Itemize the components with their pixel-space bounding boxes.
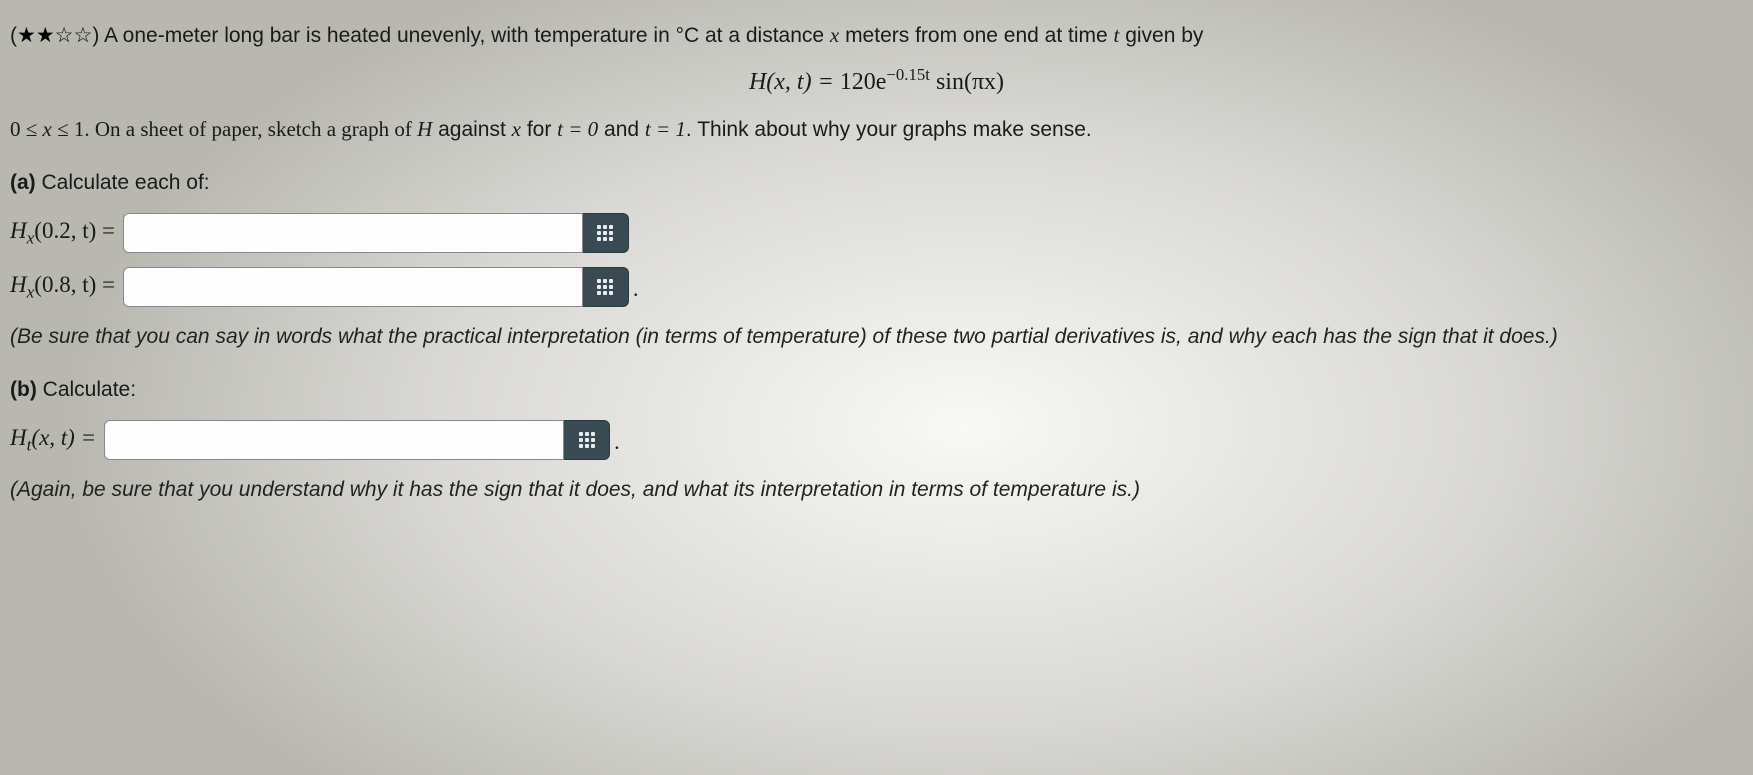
problem-intro-line: (★★☆☆) A one-meter long bar is heated un…	[10, 20, 1743, 52]
keypad-icon	[597, 225, 613, 241]
stars-empty: ☆☆	[55, 24, 93, 47]
period-a: .	[633, 272, 639, 307]
keypad-icon	[597, 279, 613, 295]
domain-and: and	[598, 118, 645, 141]
ht-label: Ht(x, t) =	[10, 421, 96, 458]
ht-args: (x, t) =	[31, 425, 96, 450]
domain-line: 0 ≤ x ≤ 1. On a sheet of paper, sketch a…	[10, 114, 1743, 146]
formula-coeff: 120e	[840, 69, 887, 95]
domain-text-2a: ≤ 1. On a sheet of paper, sketch a graph…	[52, 117, 417, 141]
heat-formula: H(x, t) = 120e−0.15t sin(πx)	[10, 62, 1743, 100]
hx-08-input[interactable]	[123, 267, 583, 307]
note-b: (Again, be sure that you understand why …	[10, 474, 1743, 506]
hx-08-input-group	[123, 267, 629, 307]
domain-var-1: x	[43, 117, 52, 141]
domain-text-4: for	[521, 118, 557, 141]
keypad-button[interactable]	[583, 213, 629, 253]
part-a-heading: (a) Calculate each of:	[10, 167, 1743, 199]
part-b-text: Calculate:	[37, 378, 136, 401]
domain-text-5: . Think about why your graphs make sense…	[686, 118, 1092, 141]
ht-row: Ht(x, t) = .	[10, 420, 1743, 460]
ht-input[interactable]	[104, 420, 564, 460]
hx-08-H: H	[10, 272, 27, 297]
intro-var-x: x	[830, 23, 839, 47]
domain-H: H	[417, 117, 432, 141]
part-b-heading: (b) Calculate:	[10, 374, 1743, 406]
hx-02-args: (0.2, t) =	[34, 218, 115, 243]
keypad-icon	[579, 432, 595, 448]
domain-text-1: 0 ≤	[10, 117, 43, 141]
hx-02-input-group	[123, 213, 629, 253]
hx-08-row: Hx(0.8, t) = .	[10, 267, 1743, 307]
keypad-button[interactable]	[564, 420, 610, 460]
note-a: (Be sure that you can say in words what …	[10, 321, 1743, 353]
part-a-label: (a)	[10, 171, 36, 194]
formula-lhs: H(x, t) =	[749, 69, 840, 95]
intro-text-1: A one-meter long bar is heated unevenly,…	[104, 24, 830, 47]
formula-exp: −0.15t	[886, 65, 930, 84]
formula-sin: sin(πx)	[930, 69, 1004, 95]
domain-text-3: against	[432, 118, 511, 141]
hx-02-row: Hx(0.2, t) =	[10, 213, 1743, 253]
intro-text-3: given by	[1119, 24, 1203, 47]
part-a-text: Calculate each of:	[36, 171, 210, 194]
part-b-label: (b)	[10, 378, 37, 401]
domain-t1: t = 1	[645, 117, 686, 141]
ht-input-group	[104, 420, 610, 460]
period-b: .	[614, 425, 620, 460]
intro-text-2: meters from one end at time	[839, 24, 1113, 47]
hx-08-label: Hx(0.8, t) =	[10, 268, 115, 305]
domain-var-2: x	[512, 117, 521, 141]
hx-02-H: H	[10, 218, 27, 243]
ht-H: H	[10, 425, 27, 450]
domain-t0: t = 0	[557, 117, 598, 141]
hx-08-args: (0.8, t) =	[34, 272, 115, 297]
keypad-button[interactable]	[583, 267, 629, 307]
hx-02-label: Hx(0.2, t) =	[10, 214, 115, 251]
hx-02-input[interactable]	[123, 213, 583, 253]
stars-filled: ★★	[17, 24, 55, 47]
